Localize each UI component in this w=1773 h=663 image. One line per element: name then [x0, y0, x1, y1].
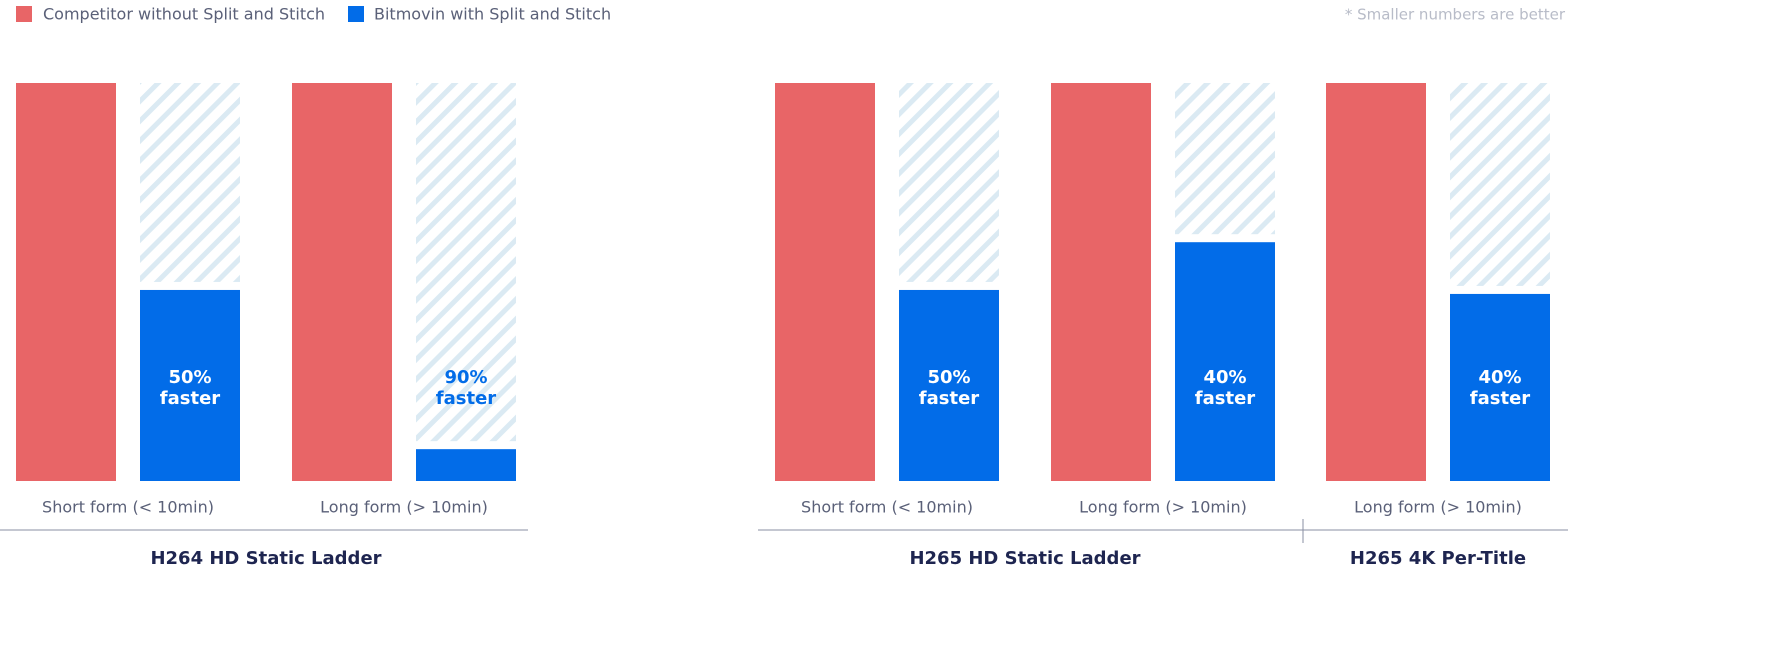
bar	[1326, 83, 1426, 481]
note: * Smaller numbers are better	[1345, 6, 1566, 24]
group-title: H264 HD Static Ladder	[150, 548, 381, 569]
annotation: faster	[919, 388, 980, 409]
annotation: 50%	[927, 367, 970, 388]
bar-background	[899, 83, 999, 282]
x-tick-label: Long form (> 10min)	[1079, 498, 1247, 517]
bar	[140, 289, 240, 481]
x-tick-label: Short form (< 10min)	[42, 498, 214, 517]
bar	[1175, 242, 1275, 481]
annotation: faster	[1195, 388, 1256, 409]
annotation: 40%	[1203, 367, 1246, 388]
group-title: H265 4K Per-Title	[1350, 548, 1526, 569]
annotation: faster	[160, 388, 221, 409]
bar	[16, 83, 116, 481]
bar-background	[1175, 83, 1275, 235]
bar	[775, 83, 875, 481]
bar-background	[1450, 83, 1550, 286]
x-tick-label: Short form (< 10min)	[801, 498, 973, 517]
group-title: H265 HD Static Ladder	[909, 548, 1140, 569]
annotation: faster	[436, 388, 497, 409]
annotation: faster	[1470, 388, 1531, 409]
annotation: 50%	[168, 367, 211, 388]
x-tick-label: Long form (> 10min)	[1354, 498, 1522, 517]
annotation: 90%	[444, 367, 487, 388]
bar-background	[416, 83, 516, 442]
legend-label: Bitmovin with Split and Stitch	[374, 5, 611, 24]
legend-swatch	[348, 6, 364, 22]
bar	[416, 449, 516, 481]
bar	[1051, 83, 1151, 481]
x-tick-label: Long form (> 10min)	[320, 498, 488, 517]
bar-background	[140, 83, 240, 282]
bar	[1450, 293, 1550, 481]
annotation: 40%	[1478, 367, 1521, 388]
bar	[292, 83, 392, 481]
bar	[899, 289, 999, 481]
legend-label: Competitor without Split and Stitch	[43, 5, 325, 24]
legend-swatch	[16, 6, 32, 22]
